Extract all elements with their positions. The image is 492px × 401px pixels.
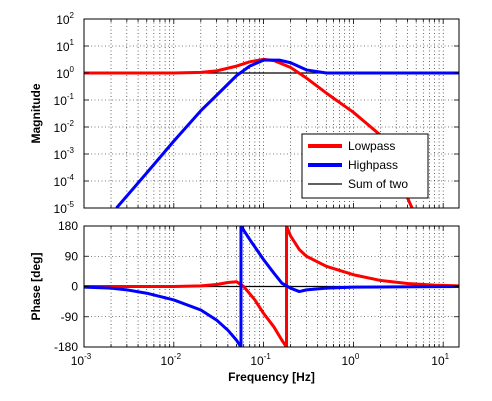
magnitude-y-tick-label: 100 <box>56 65 74 81</box>
phase-y-tick-label: 0 <box>71 280 78 294</box>
magnitude-ticks: 102 101 100 10-1 10-2 10-3 10-4 10-5 <box>54 11 459 216</box>
x-tick-label: 10-1 <box>250 352 271 368</box>
magnitude-y-tick-label: 10-3 <box>54 146 75 162</box>
legend-label-highpass: Highpass <box>348 158 398 172</box>
phase-y-axis-label: Phase [deg] <box>29 252 43 320</box>
magnitude-y-axis-label: Magnitude <box>29 83 43 143</box>
phase-y-tick-label: -90 <box>61 310 79 324</box>
phase-y-tick-label: 180 <box>58 219 78 233</box>
legend: Lowpass Highpass Sum of two <box>301 133 429 199</box>
magnitude-y-tick-label: 10-1 <box>54 92 75 108</box>
magnitude-y-tick-label: 10-5 <box>54 200 75 216</box>
phase-y-tick-label: 90 <box>65 249 79 263</box>
legend-label-lowpass: Lowpass <box>348 139 395 153</box>
phase-plot-area <box>84 226 459 347</box>
x-tick-label: 10-3 <box>71 352 92 368</box>
magnitude-y-tick-label: 10-4 <box>54 173 75 189</box>
x-tick-label: 101 <box>431 352 449 368</box>
phase-series-highpass <box>84 226 459 347</box>
magnitude-y-tick-label: 102 <box>56 11 74 27</box>
phase-y-tick-label: -180 <box>54 340 78 354</box>
legend-label-sum: Sum of two <box>348 177 408 191</box>
magnitude-axes-frame <box>83 18 460 209</box>
magnitude-y-tick-label: 101 <box>56 38 74 54</box>
magnitude-y-tick-label: 10-2 <box>54 119 75 135</box>
magnitude-series-highpass <box>115 58 459 208</box>
x-tick-label: 100 <box>341 352 359 368</box>
magnitude-plot-area <box>84 57 459 208</box>
x-axis-label: Frequency [Hz] <box>228 370 315 384</box>
x-tick-label: 10-2 <box>161 352 182 368</box>
